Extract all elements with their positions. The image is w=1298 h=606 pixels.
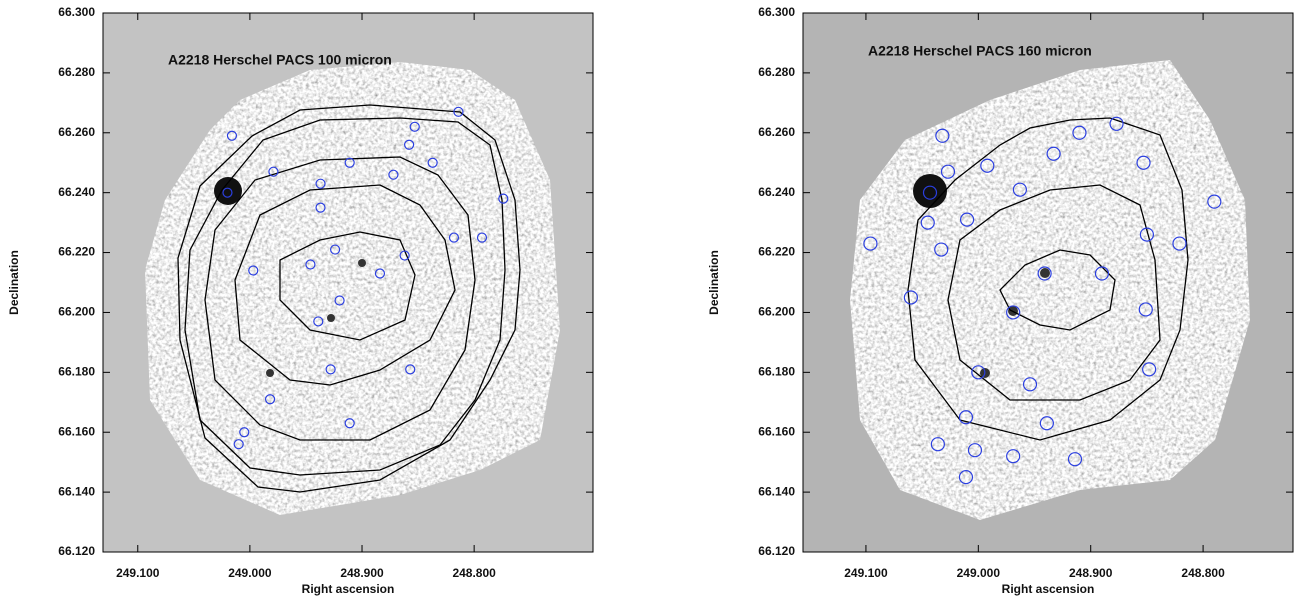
y-tick-label: 66.120 <box>758 544 795 558</box>
source-marker <box>476 232 488 243</box>
source-marker <box>427 157 438 168</box>
source-marker <box>967 443 983 458</box>
source-marker <box>1039 416 1054 431</box>
source-marker <box>1207 194 1222 209</box>
chart-title: A2218 Herschel PACS 160 micron <box>868 43 1092 59</box>
source-marker <box>409 121 420 132</box>
source-marker <box>248 265 259 276</box>
source-marker <box>344 418 355 429</box>
x-tick-label: 249.100 <box>844 566 888 580</box>
y-tick-label: 66.180 <box>758 365 795 379</box>
source-marker <box>226 130 238 141</box>
y-tick-label: 66.300 <box>758 5 795 19</box>
source-marker <box>940 164 956 179</box>
source-marker <box>863 236 878 251</box>
source-marker <box>405 364 416 375</box>
y-tick-label: 66.280 <box>58 65 95 79</box>
source-marker <box>404 139 415 150</box>
x-tick-label: 249.100 <box>116 566 160 580</box>
contours <box>177 104 1189 493</box>
source-marker <box>1006 305 1021 320</box>
source-marker <box>1072 125 1087 140</box>
x-tick-label: 248.800 <box>452 566 496 580</box>
y-tick-label: 66.200 <box>58 305 95 319</box>
panel-background <box>103 13 1293 552</box>
source-marker <box>1012 182 1028 197</box>
x-tick-label: 249.000 <box>228 566 272 580</box>
y-tick-label: 66.140 <box>758 484 795 498</box>
x-tick-label: 248.800 <box>1181 566 1225 580</box>
x-tick-label: 249.000 <box>957 566 1001 580</box>
source-marker <box>1136 155 1151 170</box>
source-marker <box>930 437 945 452</box>
source-marker <box>330 244 341 255</box>
y-tick-label: 66.220 <box>758 245 795 259</box>
source-marker <box>315 202 326 213</box>
source-marker <box>1109 116 1124 131</box>
source-marker <box>222 187 233 198</box>
source-marker <box>958 410 974 425</box>
y-tick-label: 66.260 <box>58 125 95 139</box>
source-marker <box>1006 449 1021 464</box>
x-tick-label: 248.900 <box>340 566 384 580</box>
x-tick-label: 248.900 <box>1069 566 1113 580</box>
source-marker <box>971 365 986 380</box>
source-marker <box>374 268 386 279</box>
y-tick-label: 66.280 <box>758 65 795 79</box>
source-marker <box>1172 236 1187 251</box>
x-axis-label: Right ascension <box>302 582 395 596</box>
source-marker <box>980 158 995 173</box>
source-marker <box>1142 362 1157 377</box>
y-axis-label: Declination <box>707 250 721 315</box>
plot-frame <box>802 12 1294 553</box>
source-marker <box>305 259 316 270</box>
source-marker <box>453 106 464 117</box>
source-marker <box>959 212 975 227</box>
y-tick-label: 66.260 <box>758 125 795 139</box>
source-marker <box>498 193 509 204</box>
y-tick-label: 66.120 <box>58 544 95 558</box>
source-marker <box>1139 227 1154 242</box>
source-marker <box>903 290 918 305</box>
x-axis-label: Right ascension <box>1002 582 1095 596</box>
y-tick-label: 66.160 <box>58 424 95 438</box>
y-tick-label: 66.300 <box>58 5 95 19</box>
source-marker <box>315 178 326 189</box>
source-marker <box>325 364 336 375</box>
y-tick-label: 66.240 <box>58 185 95 199</box>
plot-frame <box>102 12 594 553</box>
source-marker <box>920 215 935 230</box>
y-axis-label: Declination <box>7 250 21 315</box>
source-marker <box>239 427 250 438</box>
y-tick-label: 66.180 <box>58 365 95 379</box>
source-marker <box>399 250 410 261</box>
chart-title: A2218 Herschel PACS 100 micron <box>168 52 392 68</box>
y-tick-label: 66.140 <box>58 484 95 498</box>
source-marker <box>388 169 399 180</box>
source-marker <box>1022 377 1038 392</box>
source-marker <box>313 316 324 327</box>
source-marker <box>1067 452 1083 467</box>
source-marker <box>1037 266 1052 281</box>
source-marker <box>1046 146 1061 161</box>
y-tick-label: 66.160 <box>758 424 795 438</box>
source-marker <box>1138 302 1153 317</box>
source-marker <box>448 232 460 243</box>
y-tick-label: 66.200 <box>758 305 795 319</box>
source-marker <box>1094 266 1110 281</box>
source-marker <box>958 470 974 485</box>
source-marker <box>268 166 279 177</box>
source-marker <box>264 394 276 405</box>
source-marker <box>334 295 345 306</box>
source-marker <box>344 157 355 168</box>
y-tick-label: 66.220 <box>58 245 95 259</box>
source-marker <box>935 128 950 143</box>
source-marker <box>233 439 244 450</box>
source-marker <box>934 242 949 257</box>
y-tick-label: 66.240 <box>758 185 795 199</box>
source-marker <box>922 185 938 200</box>
